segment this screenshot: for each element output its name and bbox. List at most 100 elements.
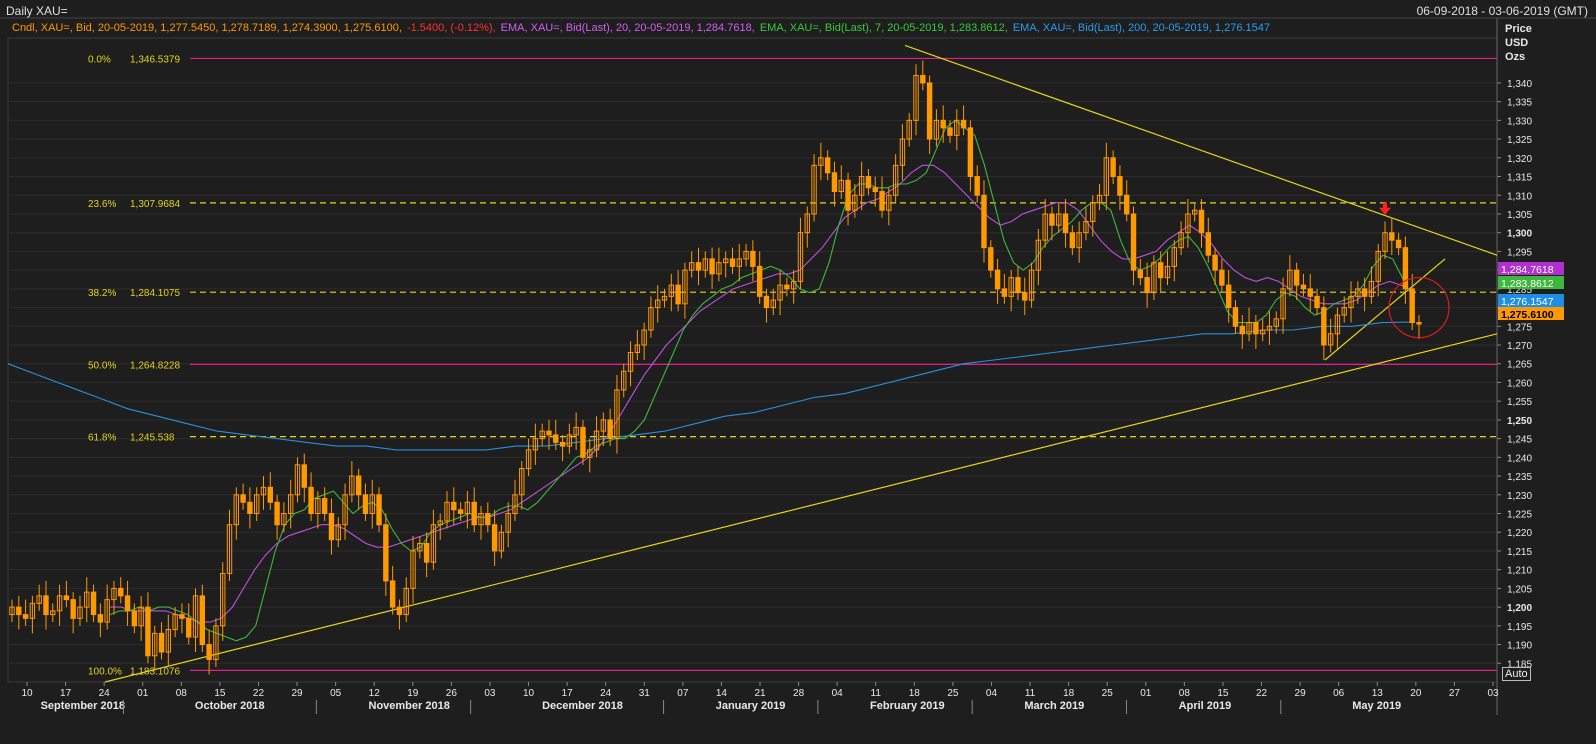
candlesticks [9, 60, 1422, 675]
fib-pct-label: 23.6% [88, 199, 116, 210]
candle-body [186, 617, 192, 638]
candle-body [301, 464, 307, 488]
candle-body [206, 644, 212, 661]
candle-body [342, 494, 348, 526]
candle-body [777, 284, 783, 301]
candle-body [838, 179, 844, 193]
candle-body [260, 486, 267, 496]
candle-body [593, 430, 600, 451]
candle-body [756, 265, 763, 297]
auto-scale-button[interactable]: Auto [1502, 667, 1531, 681]
candle-body [519, 468, 525, 496]
candle-body [790, 280, 797, 290]
candle-body [131, 610, 138, 627]
candle-body [179, 614, 185, 619]
candle-body [457, 509, 464, 515]
y-tick-label: 1,235 [1507, 472, 1532, 483]
candle-body [1083, 220, 1089, 234]
candle-body [498, 531, 505, 552]
candle-body [1144, 277, 1150, 294]
x-tick-label: 27 [1449, 688, 1461, 699]
candle-body [111, 587, 117, 601]
candle-body [1042, 213, 1048, 241]
candle-body [1348, 295, 1354, 309]
candle-body [444, 501, 450, 522]
candle-body [661, 295, 668, 301]
candle-body [1273, 318, 1279, 327]
candle-body [641, 329, 647, 346]
candle-body [1191, 209, 1198, 215]
gridlines [0, 17, 1596, 715]
candle-body [1110, 157, 1116, 178]
candle-body [655, 299, 661, 309]
candle-body [22, 614, 29, 619]
candle-body [852, 194, 858, 211]
candle-body [1185, 213, 1191, 234]
last-value-badge [1498, 262, 1564, 275]
candle-body [152, 632, 158, 657]
month-label: March 2019 [1024, 700, 1084, 712]
last-value-badge [1498, 276, 1564, 289]
x-tick-label: 29 [1295, 688, 1307, 699]
candle-body [213, 625, 219, 661]
down-arrow-icon [1379, 202, 1391, 215]
candle-body [1219, 269, 1225, 286]
candle-body [233, 494, 240, 526]
candle-body [321, 498, 328, 515]
candle-body [1253, 322, 1259, 335]
y-tick-label: 1,270 [1507, 341, 1532, 352]
ema20-line [110, 164, 1413, 623]
candle-body [267, 486, 273, 503]
candle-body [539, 430, 545, 440]
candle-body [1062, 213, 1069, 234]
last-value-label: 1,275.6100 [1501, 309, 1554, 321]
candle-body [1334, 314, 1341, 335]
x-tick-label: 10 [21, 688, 33, 699]
candle-body [1246, 322, 1252, 335]
candle-body [512, 494, 518, 515]
x-tick-label: 25 [1102, 688, 1114, 699]
fib-value-label: 1,264.8228 [130, 360, 180, 371]
candle-body [559, 441, 566, 447]
candle-body [1117, 176, 1123, 196]
fib-pct-label: 38.2% [88, 288, 116, 299]
candle-body [410, 550, 416, 589]
fib-pct-label: 50.0% [88, 360, 116, 371]
x-tick-label: 13 [1372, 688, 1384, 699]
candle-body [355, 475, 362, 496]
legend-candle: Cndl, XAU=, Bid, 20-05-2019, 1,277.5450,… [12, 22, 402, 34]
candle-body [580, 426, 586, 458]
y-tick-label: 1,220 [1507, 528, 1532, 539]
candle-body [158, 632, 165, 653]
x-tick-label: 15 [214, 688, 226, 699]
candle-body [1001, 288, 1008, 297]
month-label: December 2018 [542, 700, 623, 712]
candle-body [573, 426, 579, 436]
candle-body [430, 524, 437, 563]
legend-ema7: EMA, XAU=, Bid(Last), 7, 20-05-2019, 1,2… [759, 22, 1008, 34]
candle-body [621, 370, 627, 391]
candle-body [716, 262, 722, 275]
candle-body [1293, 269, 1300, 286]
candle-body [287, 494, 294, 515]
candle-body [1171, 247, 1178, 267]
candle-body [70, 599, 76, 619]
candle-body [1321, 307, 1327, 346]
candle-body [1225, 284, 1232, 309]
candle-body [253, 494, 260, 515]
axis-unit-label: Ozs [1505, 51, 1525, 63]
y-tick-label: 1,285 [1507, 285, 1532, 296]
month-label: October 2018 [195, 700, 265, 712]
candle-body [1130, 213, 1137, 271]
y-tick-label: 1,205 [1507, 584, 1532, 595]
candle-body [56, 595, 63, 612]
candle-body [1416, 322, 1422, 325]
month-label: April 2019 [1179, 700, 1232, 712]
x-tick-label: 18 [909, 688, 921, 699]
x-tick-label: 04 [832, 688, 844, 699]
candle-body [417, 542, 423, 552]
candle-body [525, 449, 532, 470]
x-tick-label: 15 [1217, 688, 1229, 699]
